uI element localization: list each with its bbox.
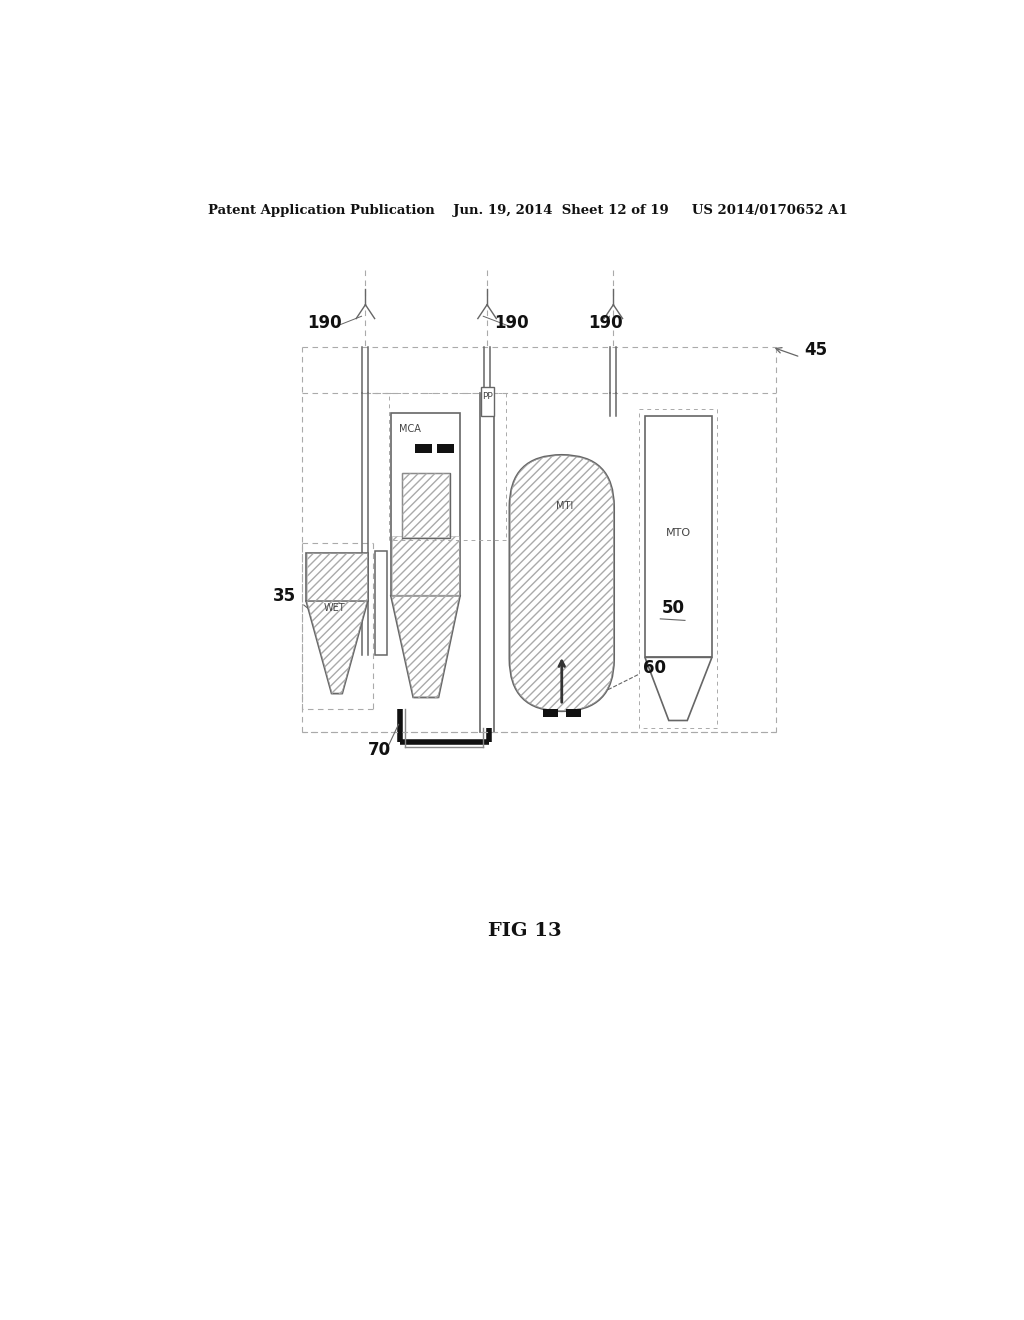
Bar bbox=[645, 416, 712, 657]
Text: WET: WET bbox=[324, 603, 345, 614]
Text: 45: 45 bbox=[804, 341, 827, 359]
Bar bbox=[306, 553, 368, 601]
Text: 35: 35 bbox=[273, 587, 296, 605]
Bar bbox=[416, 444, 432, 453]
Bar bbox=[401, 473, 451, 539]
Text: MCA: MCA bbox=[398, 424, 421, 434]
Bar bbox=[391, 412, 460, 595]
Text: 60: 60 bbox=[643, 659, 666, 677]
Polygon shape bbox=[391, 595, 460, 697]
Polygon shape bbox=[306, 601, 368, 693]
Text: FIG 13: FIG 13 bbox=[488, 923, 561, 940]
Bar bbox=[481, 387, 494, 416]
Text: Patent Application Publication    Jun. 19, 2014  Sheet 12 of 19     US 2014/0170: Patent Application Publication Jun. 19, … bbox=[208, 205, 847, 218]
Text: 50: 50 bbox=[662, 599, 685, 616]
Bar bbox=[375, 552, 387, 655]
Text: 190: 190 bbox=[588, 314, 623, 331]
Text: PP: PP bbox=[482, 392, 494, 401]
Bar bbox=[437, 444, 454, 453]
Text: 190: 190 bbox=[494, 314, 528, 331]
Bar bbox=[565, 709, 581, 718]
Text: 70: 70 bbox=[368, 741, 391, 759]
Text: MTO: MTO bbox=[666, 528, 690, 537]
Text: MTI: MTI bbox=[556, 500, 572, 511]
FancyBboxPatch shape bbox=[509, 455, 614, 711]
Text: 190: 190 bbox=[307, 314, 342, 331]
Bar bbox=[543, 709, 558, 718]
Polygon shape bbox=[645, 657, 712, 721]
